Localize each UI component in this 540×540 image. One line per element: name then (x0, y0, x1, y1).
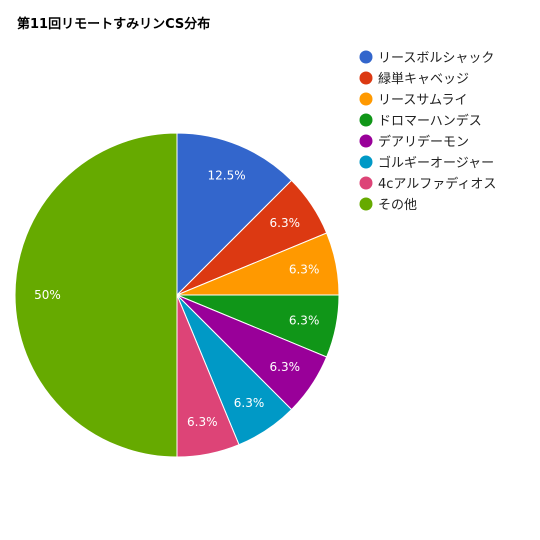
slice-value-label: 6.3% (289, 263, 320, 277)
legend-label: リースサムライ (378, 93, 467, 108)
legend-label: その他 (378, 198, 417, 213)
slice-value-label: 50% (34, 288, 61, 302)
pie-slice[interactable] (176, 132, 293, 297)
legend-item[interactable]: ドロマーハンデス (359, 113, 482, 129)
slice-value-label: 6.3% (270, 360, 301, 374)
legend-label: リースボルシャック (378, 51, 494, 66)
slice-value-label: 6.3% (234, 396, 265, 410)
legend-marker (359, 113, 373, 127)
pie-slice-labels: 12.5% 6.3% 6.3% 6.3% 6.3% 6.3% 6.3% 50% (34, 168, 319, 429)
legend-label: 4cアルファディオス (378, 176, 496, 192)
legend-marker (359, 197, 373, 211)
legend-marker (359, 134, 373, 148)
legend-item[interactable]: その他 (359, 197, 418, 214)
legend-marker (359, 176, 373, 190)
legend-item[interactable]: リースボルシャック (359, 50, 495, 67)
legend-marker (359, 71, 373, 85)
pie-slice[interactable] (14, 132, 178, 458)
legend-item[interactable]: ゴルギーオージャー (359, 155, 495, 171)
legend-label: デアリデーモン (378, 134, 469, 150)
legend-label: 緑単キャベッジ (378, 71, 469, 87)
slice-value-label: 6.3% (187, 415, 218, 429)
slice-value-label: 12.5% (208, 168, 246, 182)
legend-marker (359, 155, 373, 169)
chart-title: 第11回リモートすみリンCS分布 (17, 16, 210, 32)
legend: リースボルシャック緑単キャベッジリースサムライドロマーハンデスデアリデーモンゴル… (359, 50, 497, 214)
slice-value-label: 6.3% (270, 216, 301, 230)
slice-value-label: 6.3% (289, 313, 320, 327)
legend-item[interactable]: リースサムライ (359, 92, 468, 109)
legend-item[interactable]: 緑単キャベッジ (359, 71, 470, 87)
legend-label: ドロマーハンデス (378, 113, 482, 129)
legend-label: ゴルギーオージャー (378, 155, 494, 171)
legend-item[interactable]: 4cアルファディオス (359, 176, 497, 192)
pie-slices (14, 132, 340, 458)
legend-item[interactable]: デアリデーモン (359, 134, 470, 150)
legend-marker (359, 92, 373, 106)
legend-marker (359, 50, 373, 64)
